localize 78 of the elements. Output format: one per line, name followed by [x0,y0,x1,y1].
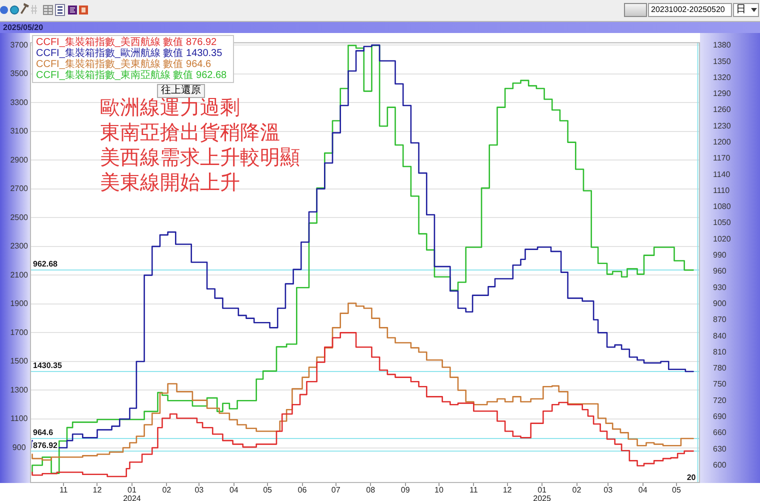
annotation: 往上還原 [157,84,205,98]
y-tick-label: 3300 [10,98,29,107]
y-tick-label: 1500 [10,356,29,366]
y2-tick-label: 1320 [713,72,732,82]
y2-tick-label: 960 [713,266,727,276]
y-tick-label: 2500 [10,212,29,222]
x-tick-label: 01 2024 [123,485,142,501]
y2-tick-label: 990 [713,250,727,260]
y-tick-label: 1100 [10,414,28,424]
y2-tick-label: 750 [713,380,727,389]
y2-tick-label: 600 [713,460,727,470]
annotation: 東南亞搶出貨稍降溫 [100,121,281,146]
y2-tick-label: 630 [713,444,727,454]
x-tick-label: 02 [162,485,172,494]
text: CCFI_集裝箱指數_東南亞航線 數值 962.68 [36,70,227,81]
x-tick-label: 06 [298,485,308,494]
y2-tick-label: 690 [713,412,727,421]
y-tick-label: 2700 [10,184,29,194]
ref-line-label: 964.6 [33,428,54,438]
text: 2025/05/20 [3,22,44,33]
x-tick-label: 01 2025 [533,485,552,501]
x-tick-label: 03 [194,485,204,494]
x-tick-label: 05 [672,485,682,494]
text: 日 [736,4,746,16]
y-tick-label: 3100 [10,126,29,136]
annotation: 美東線開始上升 [100,171,241,196]
x-tick-label: 11 [470,485,478,494]
x-tick-label: 05 [263,485,273,494]
y2-tick-label: 1110 [713,186,730,195]
y-tick-label: 1700 [10,328,29,337]
x-tick-label: 12 [502,485,512,494]
annotation: 歐洲線運力過剩 [100,96,241,121]
x-tick-label: 09 [400,485,410,494]
x-tick-label: 11 [59,485,68,494]
y2-tick-label: 1170 [713,154,731,163]
x-tick-label: 03 [604,485,614,494]
y2-tick-label: 930 [713,282,727,292]
y2-tick-label: 1380 [713,40,732,50]
y-tick-label: 3700 [10,40,29,50]
y2-tick-label: 720 [713,396,727,405]
y-tick-label: 3500 [10,69,29,78]
ref-line-label: 1430.35 [33,361,62,370]
ref-line-label: 20 [686,473,696,482]
y2-tick-label: 870 [713,315,727,324]
ref-line-label: 962.68 [33,260,58,269]
text: 20231002-20250520 [648,3,732,17]
y-tick-label: 2900 [10,155,29,164]
y2-tick-label: 660 [713,428,727,438]
y-tick-label: 2300 [10,242,29,251]
y2-tick-label: 1140 [713,170,731,179]
x-tick-label: 08 [366,485,376,494]
y2-tick-label: 810 [713,347,727,356]
x-tick-label: 07 [331,485,341,494]
y-tick-label: 1300 [10,385,29,394]
annotation: 美西線需求上升較明顯 [100,146,300,171]
x-tick-label: 12 [92,485,102,494]
y2-tick-label: 1080 [713,202,732,212]
text: CCFI_集裝箱指數_歐洲航線 數值 1430.35 [36,48,224,59]
ref-line-label: 876.92 [33,440,58,450]
y2-tick-label: 1200 [713,138,732,147]
x-tick-label: 10 [434,485,444,494]
x-tick-label: 04 [229,485,239,494]
y2-tick-label: 1230 [713,121,732,130]
y2-tick-label: 780 [713,364,727,373]
x-tick-label: 04 [638,485,648,494]
text: CCFI_集裝箱指數_美東航線 數值 964.6 [36,59,212,70]
y2-tick-label: 1290 [713,89,732,98]
y-tick-label: 900 [12,442,26,452]
y-tick-label: 2100 [10,270,29,280]
y2-tick-label: 840 [713,331,727,340]
y2-tick-label: 1260 [713,105,732,114]
x-tick-label: 02 [572,485,582,494]
text: CCFI_集裝箱指數_美西航線 數值 876.92 [36,37,218,48]
y2-tick-label: 1020 [713,234,732,244]
y-tick-label: 1900 [10,299,29,308]
y2-tick-label: 900 [713,298,727,308]
y2-tick-label: 1350 [713,56,732,66]
y2-tick-label: 1050 [713,218,732,228]
